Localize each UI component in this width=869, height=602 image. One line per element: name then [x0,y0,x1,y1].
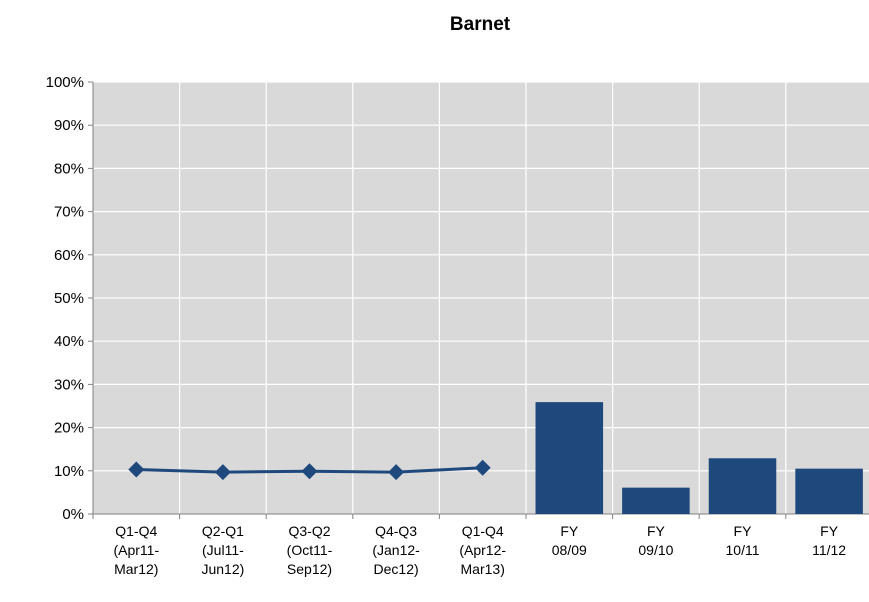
line-marker [128,461,145,478]
y-tick-label: 20% [54,420,84,437]
y-tick-label: 60% [54,247,84,264]
x-tick-label-line: Q1-Q4 [115,523,157,539]
line-marker [301,463,318,480]
y-tick-label: 80% [54,160,84,177]
x-tick-label-line: FY [647,523,666,539]
bar-series [535,402,863,514]
x-tick-label: FY 10/11 [726,523,760,558]
y-tick-label: 50% [54,290,84,307]
chart-title: Barnet [449,14,511,35]
x-tick-label-line: FY [734,523,753,539]
x-tick-label-line: Q3-Q2 [288,523,330,539]
x-tick-label: FY 09/10 [638,523,673,558]
x-tick-label: Q1-Q4 (Apr11- Mar12) [113,523,159,577]
y-tick-label: 0% [62,506,84,523]
bar [795,468,863,514]
y-tick-label: 10% [54,463,84,480]
x-tick-label-line: (Oct11- [287,542,333,558]
x-tick-label: Q2-Q1 (Jul11- Jun12) [201,523,244,577]
x-tick-label: FY 08/09 [552,523,587,558]
line-marker [388,464,405,481]
x-axis-labels: Q1-Q4 (Apr11- Mar12) Q2-Q1 (Jul11- Jun12) Q3-Q… [113,523,846,577]
x-tick-label-line: 09/10 [638,542,673,558]
x-tick-label-line: Mar13) [461,561,505,577]
y-tick-label: 90% [54,117,84,134]
x-tick-label-line: 10/11 [726,542,760,558]
x-tick-label-line: Jun12) [201,561,244,577]
y-tick-label: 40% [54,333,84,350]
x-tick-label-line: (Apr12- [459,542,506,558]
bar [535,402,604,514]
line-marker [474,459,491,476]
x-tick-label-line: Q1-Q4 [462,523,504,539]
x-tick-label-line: 08/09 [552,542,587,558]
x-tick-label-line: Dec12) [374,561,419,577]
bar [622,487,690,514]
x-tick-label-line: Q4-Q3 [375,523,417,539]
x-tick-label-line: (Apr11- [113,542,159,558]
x-tick-label-line: Mar12) [114,561,158,577]
x-tick-label-line: Sep12) [287,561,332,577]
x-tick-label-line: 11/12 [812,542,846,558]
x-tick-label-line: Q2-Q1 [202,523,244,539]
y-axis-labels: 0% 10% 20% 30% 40% 50% 60% 70% 80% 90% 100% [46,74,84,523]
x-tick-label: Q1-Q4 (Apr12- Mar13) [459,523,506,577]
x-tick-label-line: FY [560,523,579,539]
x-tick-label: Q4-Q3 (Jan12- Dec12) [372,523,420,577]
y-tick-label: 100% [46,74,84,91]
y-tick-label: 70% [54,204,84,221]
gridlines [93,81,869,514]
x-tick-label-line: FY [820,523,839,539]
y-tick-label: 30% [54,376,84,393]
bar [708,458,777,514]
x-tick-label: Q3-Q2 (Oct11- Sep12) [287,523,333,577]
x-tick-label: FY 11/12 [812,523,846,558]
line-marker [214,464,231,481]
line-series [128,459,491,481]
x-tick-label-line: (Jul11- [202,542,244,558]
x-tick-label-line: (Jan12- [372,542,420,558]
